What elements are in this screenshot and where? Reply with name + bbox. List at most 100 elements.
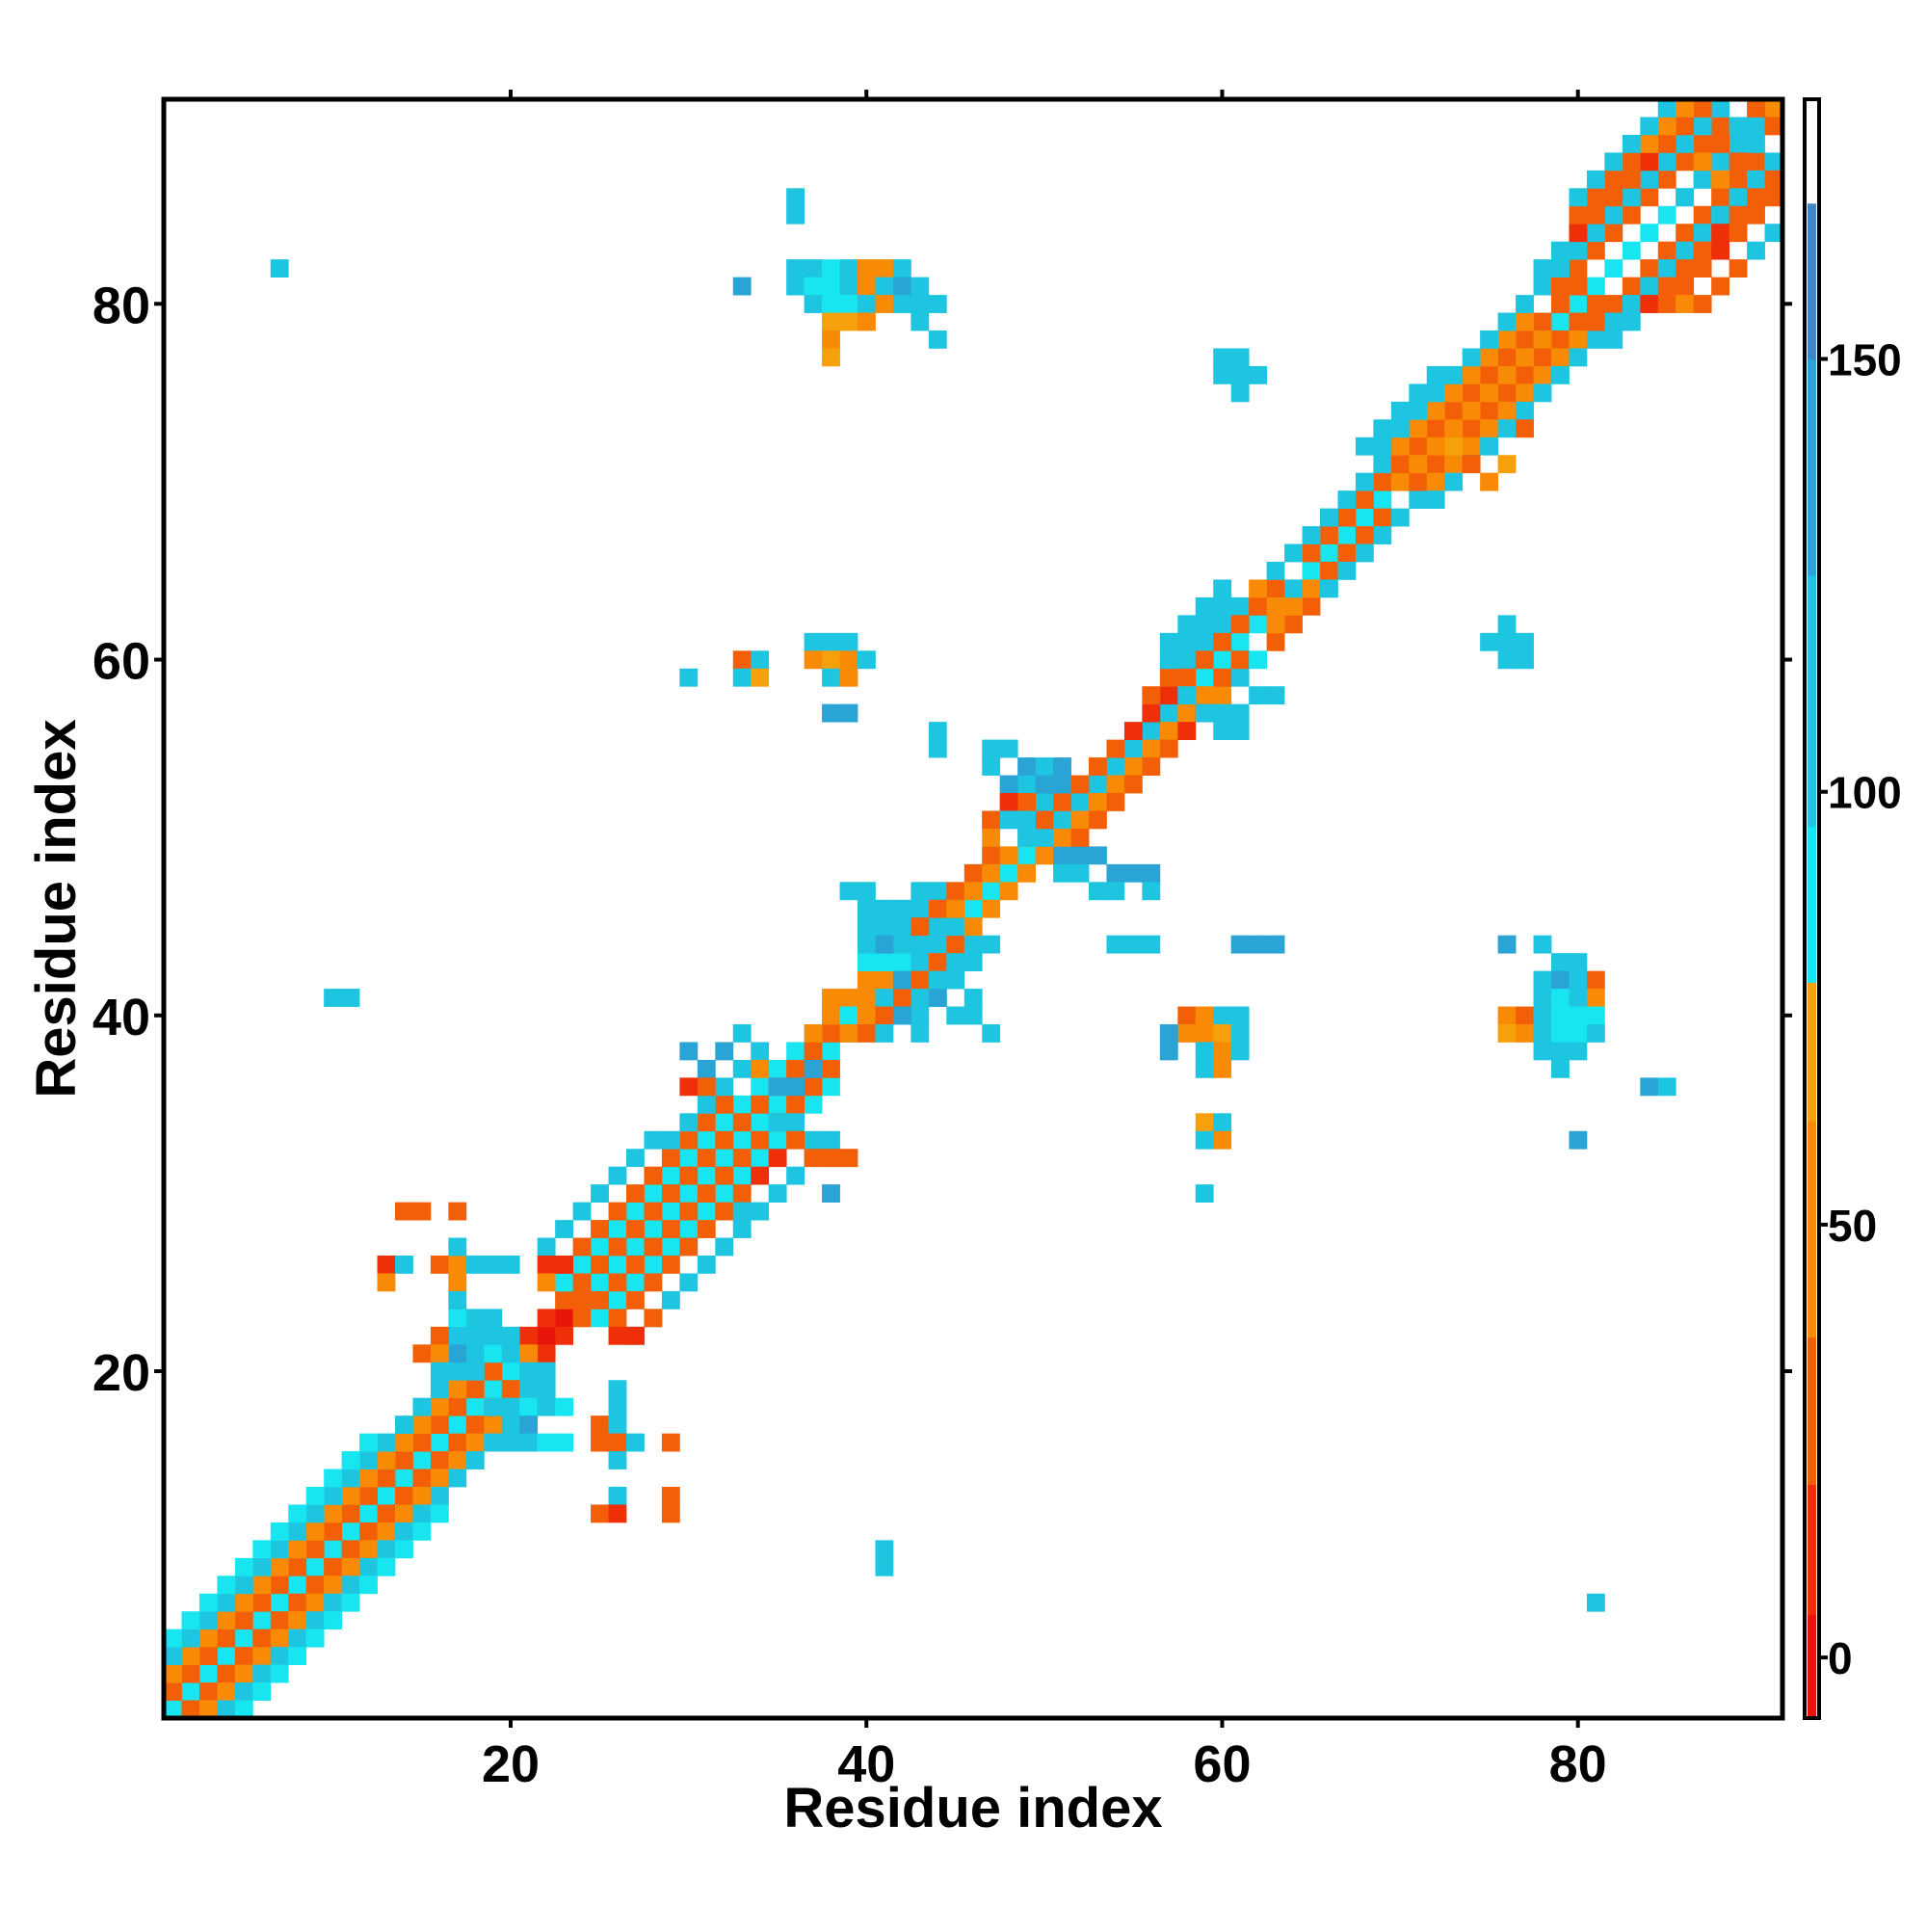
heatmap-cell — [305, 1628, 325, 1648]
heatmap-cell — [697, 1220, 716, 1238]
heatmap-cell — [1106, 863, 1125, 883]
heatmap-cell — [1426, 401, 1445, 420]
heatmap-cell — [822, 668, 840, 687]
heatmap-cell — [324, 1504, 343, 1523]
heatmap-cell — [1533, 277, 1552, 296]
heatmap-cell — [1480, 437, 1499, 456]
heatmap-cell — [288, 1647, 307, 1666]
heatmap-cell — [875, 935, 894, 954]
heatmap-cell — [804, 632, 823, 651]
heatmap-cell — [1622, 312, 1641, 331]
heatmap-cell — [359, 1433, 378, 1452]
heatmap-cell — [1711, 134, 1730, 153]
heatmap-cell — [839, 632, 858, 651]
heatmap-cell — [1516, 295, 1534, 313]
heatmap-cell — [252, 1611, 272, 1630]
heatmap-cell — [1693, 295, 1712, 313]
heatmap-cell — [430, 1469, 449, 1488]
heatmap-cell — [1177, 1006, 1197, 1025]
heatmap-cell — [1409, 419, 1428, 438]
heatmap-cell — [377, 1540, 396, 1559]
heatmap-cell — [697, 1095, 716, 1114]
heatmap-cell — [1569, 312, 1588, 331]
heatmap-cell — [448, 1433, 467, 1452]
heatmap-cell — [1159, 739, 1178, 758]
heatmap-cell — [1497, 419, 1517, 438]
heatmap-cell — [858, 650, 876, 670]
heatmap-cell — [1533, 331, 1552, 349]
heatmap-cell — [1711, 224, 1730, 243]
heatmap-cell — [1480, 365, 1499, 384]
heatmap-cell — [839, 1024, 858, 1043]
heatmap-cell — [1622, 295, 1641, 313]
heatmap-cell — [377, 1504, 396, 1523]
heatmap-cell — [252, 1647, 272, 1666]
heatmap-cell — [1106, 739, 1125, 758]
heatmap-cell — [1676, 277, 1695, 296]
heatmap-cell — [288, 1504, 307, 1523]
heatmap-cell — [732, 650, 752, 670]
heatmap-cell — [1373, 419, 1392, 438]
heatmap-cell — [1444, 365, 1464, 384]
heatmap-cell — [305, 1593, 325, 1612]
heatmap-cell — [892, 259, 911, 278]
heatmap-cell — [288, 1628, 307, 1648]
heatmap-cell — [1551, 970, 1570, 990]
heatmap-cell — [768, 1095, 787, 1114]
heatmap-cell — [1711, 188, 1730, 207]
heatmap-cell — [1586, 989, 1605, 1007]
heatmap-cell — [341, 1487, 360, 1505]
heatmap-cell — [501, 1326, 520, 1345]
heatmap-cell — [164, 1647, 182, 1666]
heatmap-cell — [359, 1522, 378, 1541]
heatmap-cell — [1159, 668, 1178, 687]
heatmap-cell — [1249, 365, 1268, 384]
heatmap-cell — [626, 1184, 645, 1204]
heatmap-cell — [822, 1077, 840, 1097]
heatmap-cell — [911, 970, 930, 990]
heatmap-cell — [288, 1522, 307, 1541]
heatmap-cell — [661, 1166, 680, 1185]
heatmap-cell — [1106, 882, 1125, 901]
heatmap-cell — [1764, 188, 1783, 207]
heatmap-cell — [892, 953, 911, 972]
heatmap-cell — [591, 1256, 609, 1274]
heatmap-cell — [751, 1077, 770, 1097]
heatmap-cell — [715, 1095, 734, 1114]
heatmap-cell — [288, 1575, 307, 1595]
heatmap-cell — [1711, 152, 1730, 172]
heatmap-cell — [626, 1433, 645, 1452]
heatmap-cell — [1604, 188, 1623, 207]
heatmap-cell — [1604, 312, 1623, 331]
heatmap-cell — [786, 277, 805, 296]
heatmap-cell — [1426, 490, 1445, 510]
heatmap-cell — [1693, 205, 1712, 225]
heatmap-cell — [608, 1273, 627, 1292]
heatmap-cell — [1516, 632, 1534, 651]
heatmap-cell — [982, 757, 1001, 776]
heatmap-cell — [982, 810, 1001, 830]
heatmap-cell — [341, 989, 360, 1007]
heatmap-cell — [234, 1575, 253, 1595]
heatmap-cell — [626, 1273, 645, 1292]
heatmap-cell — [644, 1309, 663, 1328]
heatmap-cell — [1657, 170, 1676, 189]
heatmap-cell — [1516, 312, 1534, 331]
heatmap-cell — [732, 1202, 752, 1221]
heatmap-cell — [858, 312, 876, 331]
heatmap-cell — [1480, 472, 1499, 491]
heatmap-cell — [928, 917, 947, 937]
heatmap-cell — [608, 1433, 627, 1452]
heatmap-cell — [1657, 117, 1676, 136]
heatmap-cell — [804, 1024, 823, 1043]
heatmap-cell — [501, 1397, 520, 1416]
heatmap-cell — [1230, 935, 1250, 954]
heatmap-cell — [484, 1416, 503, 1435]
heatmap-cell — [697, 1149, 716, 1168]
heatmap-cell — [217, 1664, 236, 1683]
heatmap-cell — [715, 1042, 734, 1061]
heatmap-cell — [804, 259, 823, 278]
heatmap-cell — [572, 1290, 592, 1310]
heatmap-cell — [1195, 1130, 1214, 1150]
